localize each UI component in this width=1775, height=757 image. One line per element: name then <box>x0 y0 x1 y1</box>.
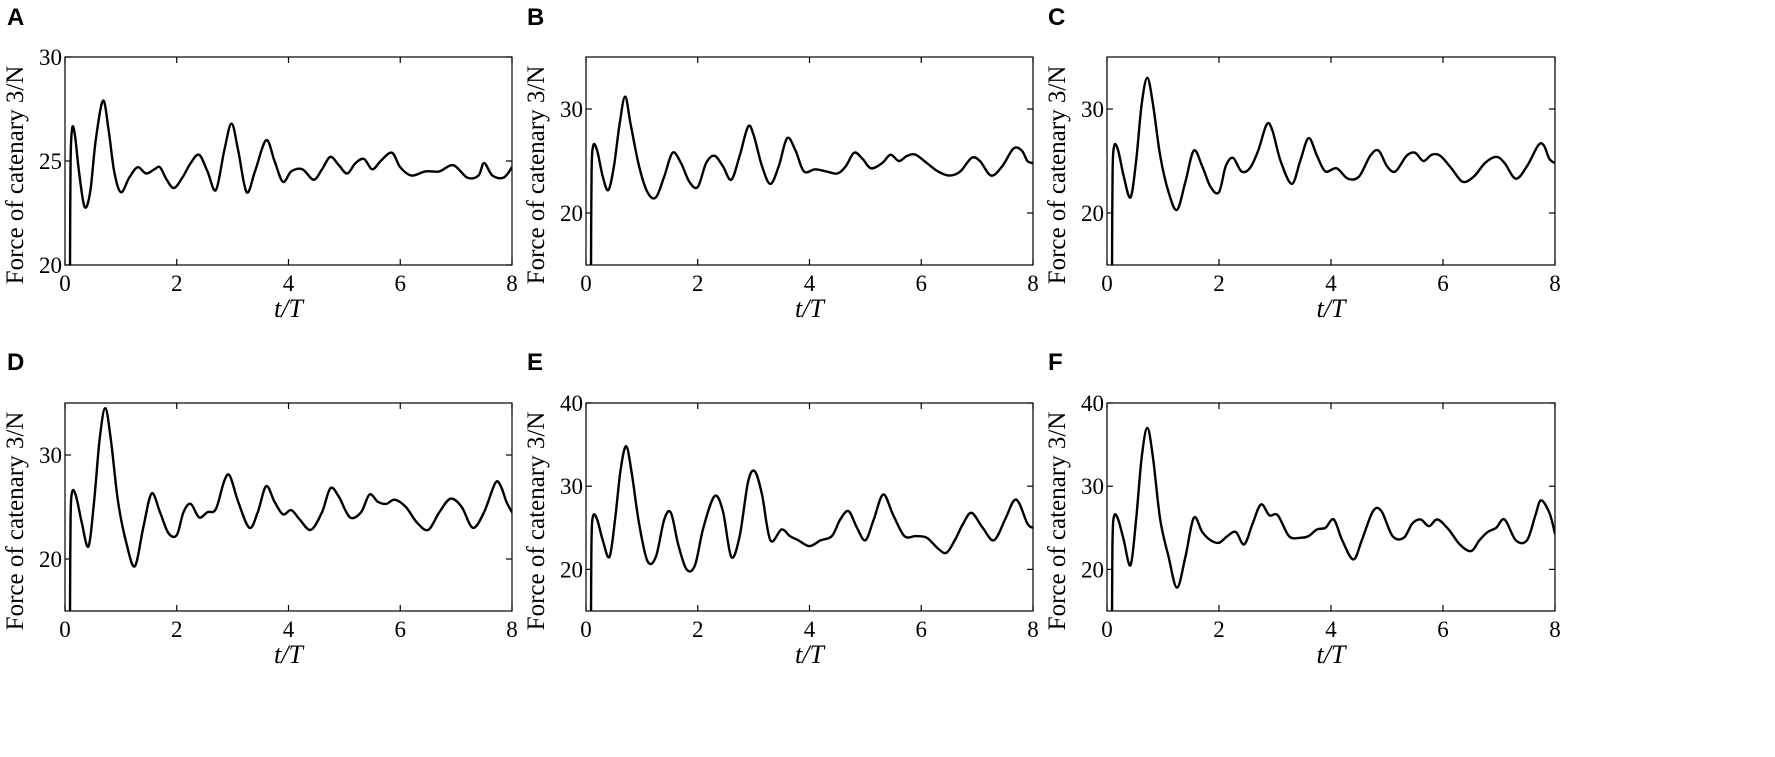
x-tick-label: 2 <box>692 271 704 296</box>
plot-frame <box>64 56 513 266</box>
x-tick-label: 4 <box>1325 271 1337 296</box>
series-line <box>68 407 512 611</box>
x-tick-label: 8 <box>1027 271 1039 296</box>
x-tick-label: 6 <box>1437 271 1449 296</box>
panel-f: F 0 2 4 6 8 20 30 40 t/T Force of catenary 3/N <box>1044 349 1561 669</box>
y-tick-label: 20 <box>560 557 583 582</box>
x-tick-label: 0 <box>580 271 592 296</box>
x-axis-title: t/T <box>1317 294 1347 323</box>
x-tick-label: 0 <box>59 271 71 296</box>
y-axis-title: Force of catenary 3/N <box>1044 412 1071 631</box>
x-axis-title: t/T <box>795 640 825 669</box>
plot-frame <box>64 402 513 612</box>
y-tick-label: 20 <box>1081 201 1104 226</box>
panel-letter: B <box>527 4 544 31</box>
y-axis-title: Force of catenary 3/N <box>1044 66 1071 285</box>
x-tick-label: 2 <box>171 617 183 642</box>
x-tick-label: 4 <box>804 617 816 642</box>
y-tick-label: 20 <box>560 201 583 226</box>
y-tick-label: 25 <box>39 149 62 174</box>
series-line <box>1110 76 1555 265</box>
x-axis-title: t/T <box>1317 640 1347 669</box>
y-tick-label: 40 <box>1081 391 1104 416</box>
x-tick-label: 8 <box>1549 271 1561 296</box>
y-tick-label: 30 <box>1081 97 1104 122</box>
x-tick-label: 8 <box>1027 617 1039 642</box>
x-axis-title: t/T <box>795 294 825 323</box>
y-tick-label: 20 <box>39 253 62 278</box>
y-tick-label: 30 <box>560 97 583 122</box>
x-tick-label: 4 <box>283 617 295 642</box>
panel-e: E 0 2 4 6 8 20 30 40 t/T Force of catenary 3/N <box>523 349 1039 669</box>
x-tick-label: 0 <box>59 617 71 642</box>
panel-letter: A <box>7 4 24 31</box>
series-line <box>68 99 512 265</box>
plot-frame <box>585 56 1034 266</box>
y-axis-title: Force of catenary 3/N <box>523 412 550 631</box>
y-tick-label: 20 <box>1081 557 1104 582</box>
x-tick-label: 4 <box>283 271 295 296</box>
x-tick-label: 0 <box>580 617 592 642</box>
panel-d: D 0 2 4 6 8 20 30 t/T Force of catenary 3/N <box>2 349 518 669</box>
plot-frame <box>585 402 1034 612</box>
x-tick-label: 8 <box>506 271 518 296</box>
x-tick-label: 2 <box>692 617 704 642</box>
y-tick-label: 30 <box>1081 474 1104 499</box>
x-tick-label: 8 <box>506 617 518 642</box>
x-tick-label: 8 <box>1549 617 1561 642</box>
y-tick-label: 30 <box>39 45 62 70</box>
x-tick-label: 2 <box>1213 617 1225 642</box>
x-tick-label: 0 <box>1101 617 1113 642</box>
y-tick-label: 40 <box>560 391 583 416</box>
panel-letter: C <box>1048 4 1065 31</box>
panel-letter: E <box>527 349 543 376</box>
panel-b: B 0 2 4 6 8 20 30 t/T Force of catenary 3/N <box>523 4 1039 323</box>
x-axis-title: t/T <box>274 294 304 323</box>
panel-letter: D <box>7 349 24 376</box>
series-line <box>1110 426 1555 611</box>
y-axis-title: Force of catenary 3/N <box>2 66 29 285</box>
y-tick-label: 30 <box>560 474 583 499</box>
x-tick-label: 2 <box>1213 271 1225 296</box>
panel-c: C 0 2 4 6 8 20 30 t/T Force of catenary 3/N <box>1044 4 1561 323</box>
x-axis-title: t/T <box>274 640 304 669</box>
panel-letter: F <box>1048 349 1063 376</box>
series-line <box>589 95 1033 265</box>
x-tick-label: 6 <box>916 271 928 296</box>
series-line <box>589 445 1033 611</box>
x-tick-label: 6 <box>1437 617 1449 642</box>
x-tick-label: 6 <box>395 271 407 296</box>
y-axis-title: Force of catenary 3/N <box>523 66 550 285</box>
x-tick-label: 2 <box>171 271 183 296</box>
x-tick-label: 6 <box>916 617 928 642</box>
x-tick-label: 4 <box>804 271 816 296</box>
x-tick-label: 6 <box>395 617 407 642</box>
y-axis-title: Force of catenary 3/N <box>2 412 29 631</box>
x-tick-label: 0 <box>1101 271 1113 296</box>
y-tick-label: 20 <box>39 547 62 572</box>
y-tick-label: 30 <box>39 443 62 468</box>
x-tick-label: 4 <box>1325 617 1337 642</box>
panel-a: A 0 2 4 6 8 20 25 30 t/T Force of catenary 3/N <box>2 4 518 323</box>
